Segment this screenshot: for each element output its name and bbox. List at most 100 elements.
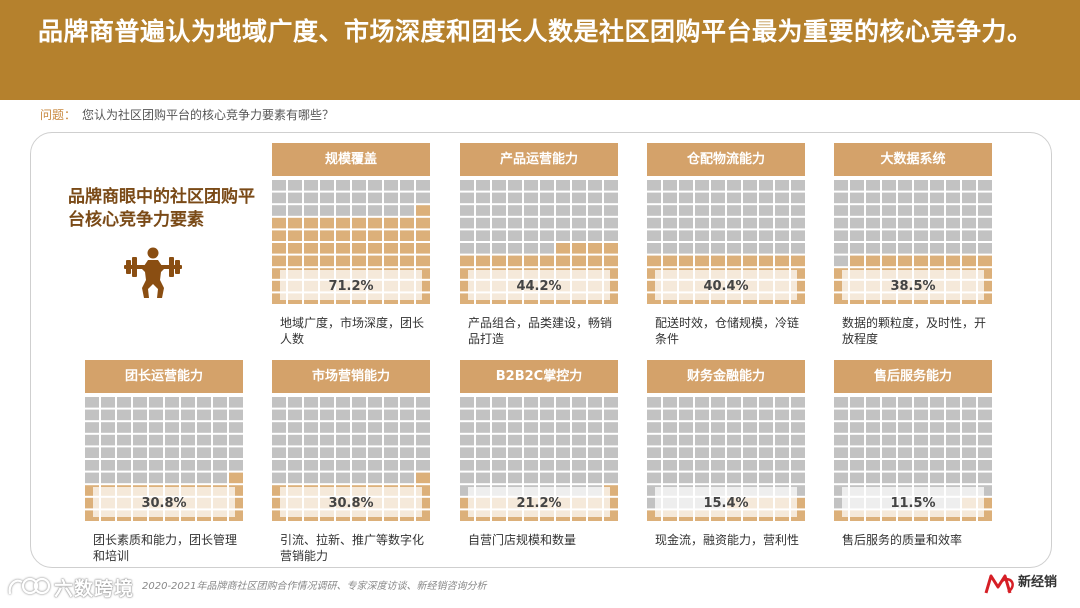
waffle-cell-empty (288, 422, 302, 433)
waffle-cell-empty (759, 409, 773, 421)
waffle-cell-filled (288, 243, 302, 254)
waffle-cell-empty (834, 422, 848, 433)
waffle-cell-empty (882, 472, 896, 484)
waffle-cell-filled (416, 217, 430, 229)
waffle-cell-empty (336, 409, 350, 421)
waffle-cell-empty (400, 409, 414, 421)
waffle-cell-empty (272, 447, 286, 458)
waffle-cell-empty (320, 180, 334, 191)
waffle-cell-empty (149, 460, 163, 471)
waffle-cell-empty (572, 397, 586, 408)
waffle-cell-empty (727, 434, 741, 446)
waffle-cell-empty (898, 397, 912, 408)
waffle-cell-empty (604, 205, 618, 216)
page-title: 品牌商普遍认为地域广度、市场深度和团长人数是社区团购平台最为重要的核心竞争力。 (38, 17, 1033, 46)
waffle-cell-empty (679, 180, 693, 191)
waffle-cell-filled (508, 255, 522, 267)
waffle-cell-empty (647, 217, 661, 229)
waffle-cell-empty (930, 397, 944, 408)
card-description: 引流、拉新、推广等数字化营销能力 (280, 533, 425, 563)
waffle-cell-empty (460, 230, 474, 241)
waffle-cell-empty (524, 409, 538, 421)
waffle-cell-empty (416, 422, 430, 433)
waffle-cell-filled (460, 280, 474, 292)
waffle-cell-empty (304, 397, 318, 408)
waffle-cell-empty (727, 217, 741, 229)
waffle-cell-empty (663, 447, 677, 458)
waffle-cell-empty (962, 472, 976, 484)
waffle-cell-empty (524, 460, 538, 471)
waffle-cell-empty (400, 192, 414, 204)
waffle-cell-empty (85, 460, 99, 471)
waffle-cell-empty (663, 192, 677, 204)
waffle-cell-empty (647, 397, 661, 408)
waffle-cell-empty (476, 205, 490, 216)
waffle-cell-empty (272, 434, 286, 446)
waffle-cell-empty (882, 192, 896, 204)
waffle-cell-empty (508, 460, 522, 471)
waffle-cell-empty (946, 472, 960, 484)
waffle-cell-filled (416, 230, 430, 241)
waffle-card: 大数据系统 38.5% 数据的颗粒度，及时性，开放程度 (834, 143, 992, 346)
waffle-cell-empty (946, 205, 960, 216)
waffle-cell-empty (930, 434, 944, 446)
waffle-cell-empty (197, 472, 211, 484)
waffle-cell-empty (320, 434, 334, 446)
waffle-cell-empty (460, 472, 474, 484)
waffle-cell-filled (460, 510, 474, 521)
waffle-cell-empty (133, 447, 147, 458)
waffle-cell-empty (524, 434, 538, 446)
waffle-cell-empty (962, 192, 976, 204)
waffle-cell-empty (508, 192, 522, 204)
waffle-cell-empty (101, 409, 115, 421)
waffle-cell-empty (524, 397, 538, 408)
waffle-cell-empty (165, 460, 179, 471)
waffle-cell-empty (604, 434, 618, 446)
waffle-cell-empty (663, 180, 677, 191)
waffle-cell-filled (791, 255, 805, 267)
waffle-cell-empty (572, 205, 586, 216)
waffle-card: 仓配物流能力 40.4% 配送时效，仓储规模，冷链条件 (647, 143, 805, 346)
waffle-card: B2B2C掌控力 21.2% 自营门店规模和数量 (460, 360, 618, 547)
waffle-cell-empty (352, 409, 366, 421)
waffle-cell-empty (85, 397, 99, 408)
waffle-cell-filled (647, 280, 661, 292)
waffle-cell-empty (866, 409, 880, 421)
waffle-cell-filled (978, 510, 992, 521)
value-label: 30.8% (328, 496, 374, 511)
waffle-cell-empty (775, 205, 789, 216)
waffle-cell-empty (946, 243, 960, 254)
waffle-cell-empty (460, 447, 474, 458)
waffle-cell-empty (304, 409, 318, 421)
waffle-cell-empty (588, 192, 602, 204)
waffle-cell-empty (272, 409, 286, 421)
waffle-cell-empty (866, 205, 880, 216)
card-description: 现金流，融资能力，营利性 (655, 533, 800, 547)
waffle-cell-empty (476, 434, 490, 446)
waffle-cell-empty (679, 243, 693, 254)
waffle-cell-filled (352, 255, 366, 267)
waffle-cell-empty (679, 460, 693, 471)
waffle-cell-empty (336, 422, 350, 433)
waffle-cell-filled (834, 268, 848, 279)
waffle-cell-empty (149, 397, 163, 408)
waffle-cell-empty (400, 397, 414, 408)
waffle-cell-empty (850, 230, 864, 241)
waffle-cell-empty (946, 180, 960, 191)
waffle-cell-empty (711, 472, 725, 484)
waffle-cell-empty (759, 230, 773, 241)
waffle-cell-empty (775, 447, 789, 458)
waffle-cell-empty (368, 447, 382, 458)
waffle-cell-empty (866, 447, 880, 458)
waffle-cell-empty (834, 243, 848, 254)
waffle-cell-empty (834, 230, 848, 241)
waffle-cell-empty (213, 472, 227, 484)
waffle-cell-filled (272, 217, 286, 229)
waffle-cell-empty (540, 397, 554, 408)
waffle-cell-empty (117, 447, 131, 458)
waffle-cell-empty (743, 472, 757, 484)
waffle-cell-filled (604, 497, 618, 509)
waffle-cell-empty (946, 422, 960, 433)
waffle-cell-empty (914, 409, 928, 421)
waffle-cell-empty (85, 409, 99, 421)
